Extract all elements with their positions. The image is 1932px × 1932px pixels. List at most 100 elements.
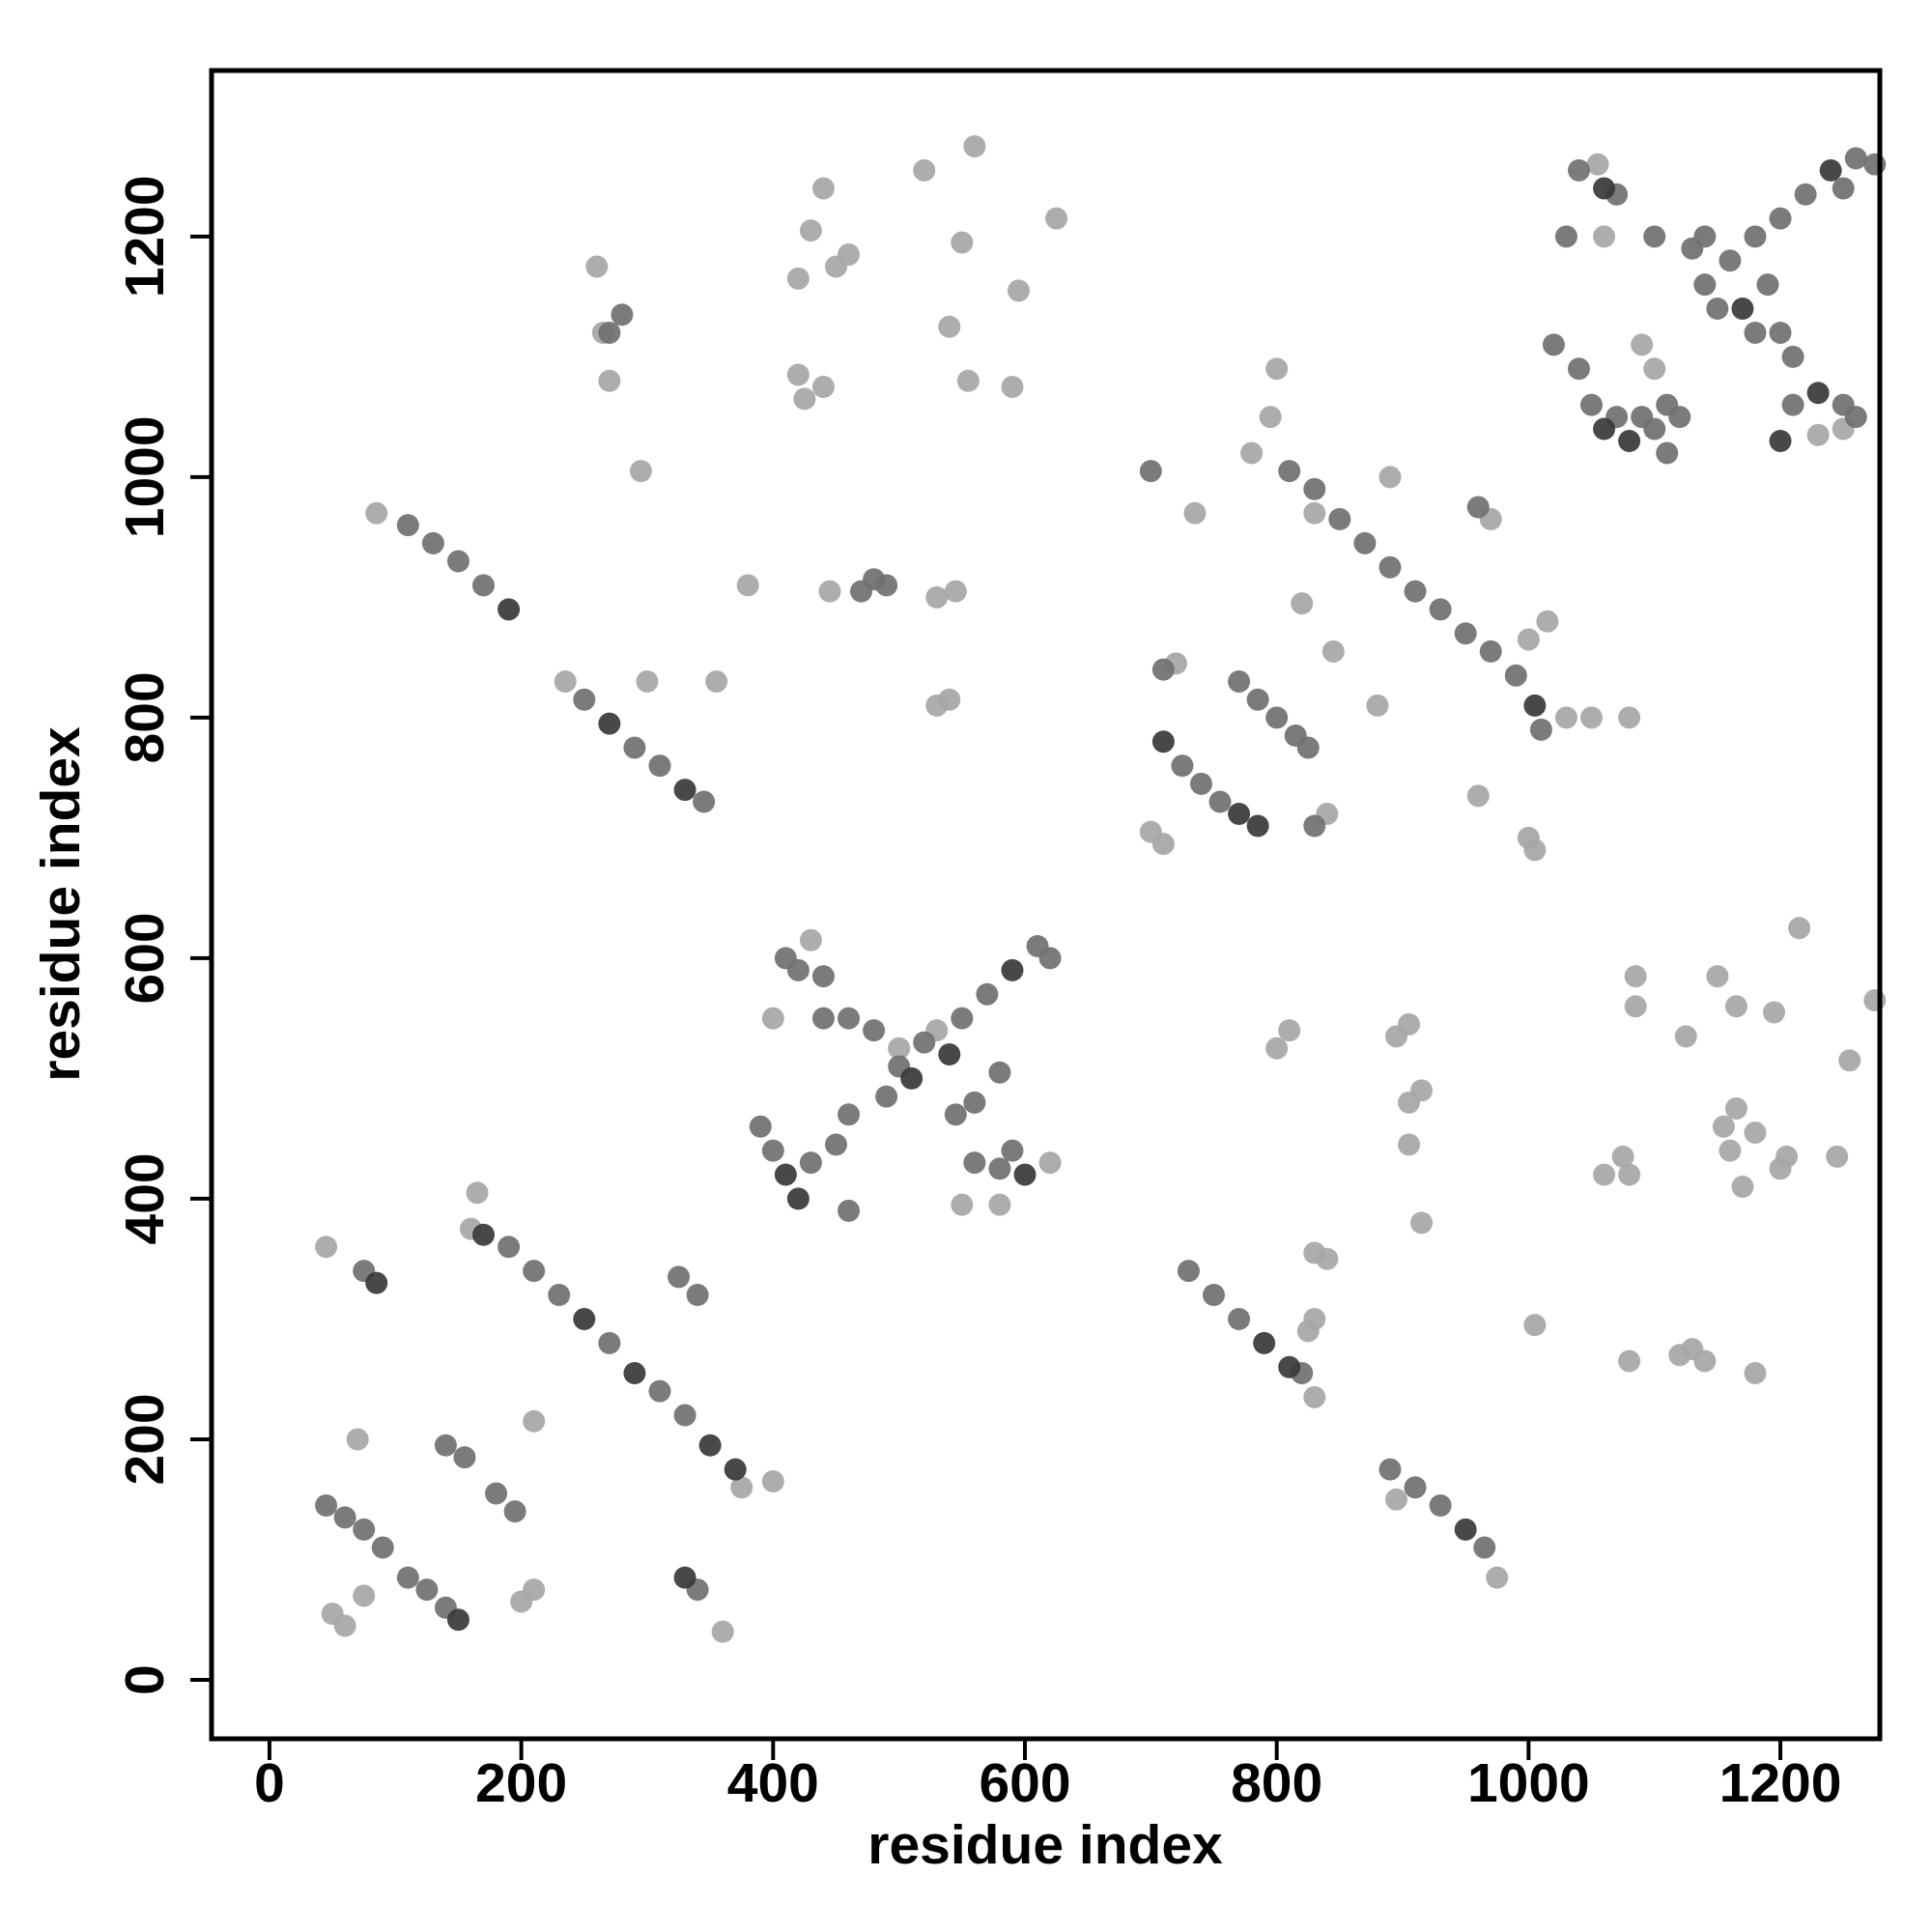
point bbox=[1756, 273, 1779, 297]
point bbox=[888, 1037, 911, 1060]
point bbox=[1303, 501, 1326, 525]
point bbox=[1253, 1331, 1276, 1354]
point bbox=[736, 574, 759, 597]
point bbox=[1744, 1361, 1767, 1384]
point bbox=[1788, 917, 1811, 940]
point bbox=[1631, 333, 1654, 356]
point bbox=[1693, 273, 1717, 297]
point bbox=[693, 790, 716, 813]
point bbox=[698, 1434, 722, 1457]
point bbox=[1203, 1284, 1226, 1307]
point bbox=[1668, 406, 1691, 429]
point bbox=[485, 1482, 508, 1505]
point bbox=[761, 1139, 784, 1162]
point bbox=[875, 1085, 898, 1108]
point bbox=[396, 1566, 419, 1589]
point bbox=[1466, 496, 1490, 519]
point bbox=[1517, 628, 1540, 651]
point bbox=[1674, 1025, 1697, 1048]
point bbox=[786, 1187, 810, 1210]
point bbox=[1366, 694, 1389, 717]
point bbox=[1296, 736, 1320, 759]
point bbox=[365, 501, 388, 525]
point bbox=[668, 1265, 691, 1289]
point bbox=[1265, 706, 1289, 729]
point bbox=[1296, 1320, 1320, 1343]
point bbox=[1303, 477, 1326, 500]
point bbox=[353, 1518, 376, 1541]
point bbox=[850, 580, 873, 603]
point bbox=[1794, 183, 1817, 206]
point bbox=[453, 1446, 476, 1469]
point bbox=[1378, 466, 1402, 489]
point bbox=[1246, 814, 1269, 838]
point bbox=[1624, 995, 1647, 1018]
point bbox=[838, 1007, 861, 1030]
point bbox=[1656, 441, 1679, 465]
point bbox=[988, 1061, 1011, 1084]
point bbox=[1328, 507, 1351, 530]
point bbox=[1007, 279, 1030, 302]
point bbox=[1643, 417, 1666, 440]
point bbox=[1001, 1139, 1024, 1162]
point bbox=[472, 1223, 496, 1246]
x-tick-label: 600 bbox=[979, 1752, 1070, 1814]
point bbox=[1466, 784, 1490, 808]
point bbox=[353, 1584, 376, 1607]
point bbox=[1731, 1175, 1754, 1198]
point bbox=[774, 947, 797, 970]
point bbox=[1189, 772, 1212, 795]
x-tick-label: 400 bbox=[727, 1752, 819, 1814]
point bbox=[629, 460, 652, 483]
point bbox=[472, 574, 496, 597]
point bbox=[1769, 321, 1792, 344]
point bbox=[1473, 1536, 1496, 1559]
point bbox=[1151, 730, 1175, 753]
point bbox=[730, 1476, 753, 1499]
point bbox=[1806, 382, 1830, 405]
point bbox=[446, 550, 469, 573]
point bbox=[1536, 610, 1559, 633]
point bbox=[1781, 393, 1804, 416]
point bbox=[648, 754, 671, 778]
point bbox=[1384, 1488, 1407, 1511]
point bbox=[811, 375, 835, 398]
point bbox=[598, 321, 621, 344]
point bbox=[636, 670, 659, 694]
y-tick-label: 600 bbox=[114, 912, 176, 1004]
point bbox=[1404, 1476, 1427, 1499]
point bbox=[1486, 1566, 1509, 1589]
point bbox=[598, 1331, 621, 1354]
point bbox=[365, 1271, 388, 1294]
point bbox=[1265, 357, 1289, 381]
point bbox=[938, 315, 961, 338]
point bbox=[1228, 1307, 1251, 1330]
point bbox=[1593, 1163, 1616, 1186]
point bbox=[786, 267, 810, 290]
point bbox=[838, 243, 861, 267]
point bbox=[724, 1458, 747, 1481]
point bbox=[799, 1151, 822, 1175]
point bbox=[963, 134, 986, 157]
point bbox=[648, 1379, 671, 1403]
point bbox=[786, 363, 810, 386]
point bbox=[1580, 393, 1604, 416]
point bbox=[1618, 1350, 1641, 1373]
point bbox=[1303, 1385, 1326, 1408]
point bbox=[623, 736, 646, 759]
point bbox=[1321, 639, 1345, 663]
point bbox=[1769, 430, 1792, 453]
plot-frame bbox=[209, 68, 1883, 1742]
point bbox=[466, 1181, 489, 1205]
point bbox=[838, 1199, 861, 1222]
point bbox=[956, 369, 980, 392]
point bbox=[1781, 345, 1804, 368]
y-tick-label: 400 bbox=[114, 1152, 176, 1244]
point bbox=[1681, 1338, 1704, 1361]
point bbox=[1593, 177, 1616, 200]
point bbox=[598, 369, 621, 392]
x-tick-label: 800 bbox=[1231, 1752, 1322, 1814]
point bbox=[396, 514, 419, 537]
